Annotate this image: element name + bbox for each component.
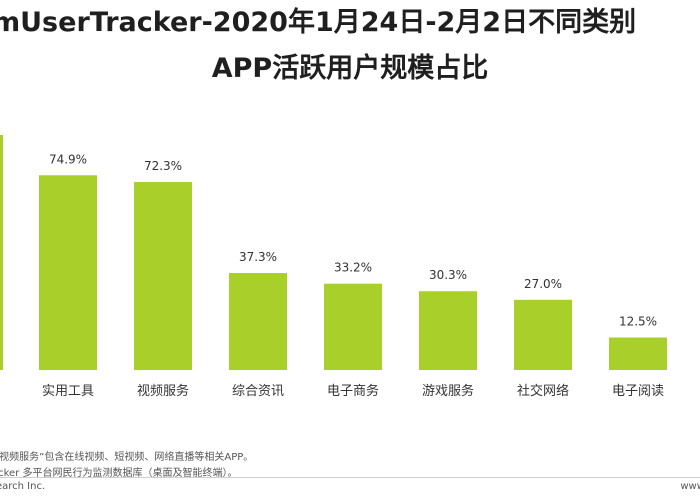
data-label-5: 27.0% — [524, 277, 562, 291]
bar-3 — [324, 283, 382, 370]
footer-company: earch Inc. — [0, 481, 46, 492]
bar-chart: 74.9% 实用工具 72.3% 视频服务 37.3% 综合资讯 33.2% 电子商务 30.3… — [0, 135, 667, 399]
chart-title-line-1: mUserTracker-2020年1月24日-2月2日不同类别 — [0, 7, 637, 38]
bar-5 — [514, 299, 572, 370]
category-label-4: 游戏服务 — [422, 383, 474, 399]
category-label-5: 社交网络 — [517, 383, 569, 399]
category-label-0: 实用工具 — [42, 384, 94, 399]
data-label-3: 33.2% — [334, 261, 372, 275]
category-label-1: 视频服务 — [137, 383, 189, 399]
category-label-2: 综合资讯 — [232, 384, 284, 399]
footnote-note: “视频服务”包含在线视频、短视频、网络直播等相关APP。 — [0, 452, 254, 463]
chart-title-line-2: APP活跃用户规模占比 — [211, 53, 489, 84]
footnote-source: acker 多平台网民行为监测数据库（桌面及智能终端）。 — [0, 468, 238, 479]
bar-6 — [609, 337, 667, 370]
data-label-1: 72.3% — [144, 159, 182, 173]
category-label-6: 电子阅读 — [612, 384, 664, 399]
bar-0 — [39, 175, 97, 370]
data-label-4: 30.3% — [429, 268, 467, 282]
data-label-6: 12.5% — [619, 315, 657, 329]
footer-divider — [0, 477, 700, 478]
bar-partial-offscreen — [0, 135, 3, 370]
bar-4 — [419, 291, 477, 370]
footer-website: www.ire — [680, 481, 700, 492]
data-label-2: 37.3% — [239, 250, 277, 264]
bar-1 — [134, 182, 192, 370]
bar-2 — [229, 273, 287, 370]
data-label-0: 74.9% — [49, 152, 87, 166]
category-label-3: 电子商务 — [327, 383, 379, 399]
